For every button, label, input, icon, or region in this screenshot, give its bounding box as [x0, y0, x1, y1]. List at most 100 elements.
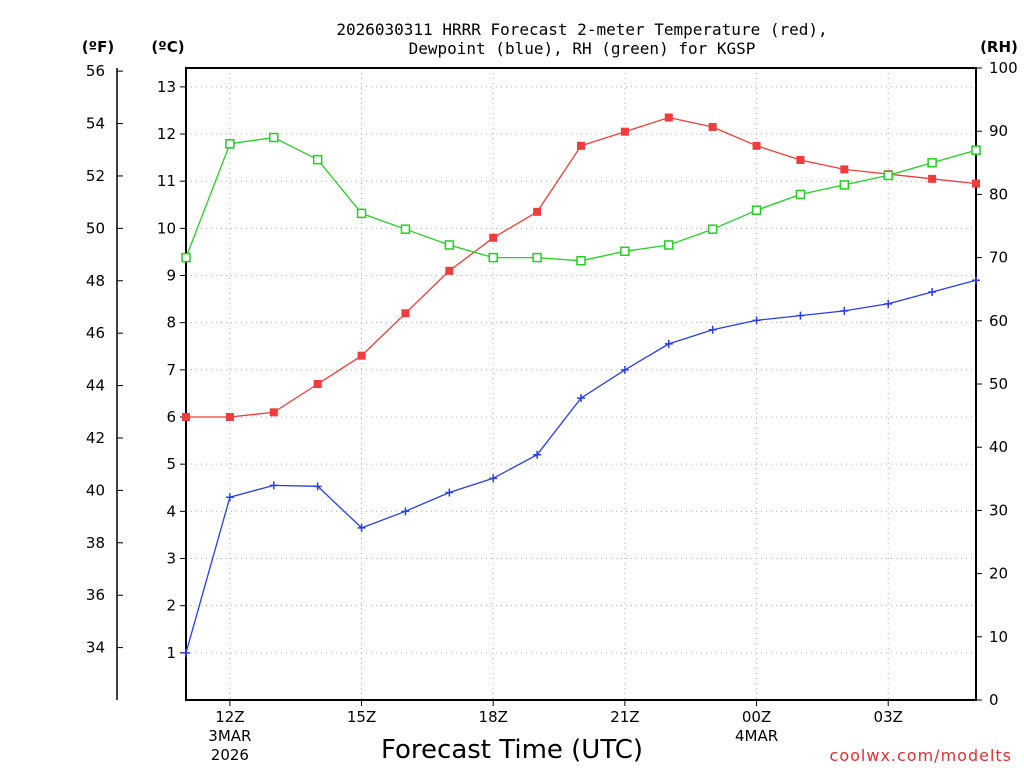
data-point — [182, 413, 190, 422]
data-point — [532, 252, 542, 263]
fahrenheit-tick-label: 44 — [86, 377, 105, 395]
x-tick-label: 18Z — [479, 708, 508, 726]
rh-tick-label: 0 — [989, 691, 999, 709]
fahrenheit-tick-label: 38 — [86, 534, 105, 552]
rh-tick-label: 90 — [989, 122, 1008, 140]
data-point — [269, 408, 278, 417]
data-point — [577, 141, 585, 150]
data-point — [620, 127, 629, 136]
data-point — [577, 394, 585, 403]
rh-tick-label: 40 — [989, 438, 1008, 456]
data-point — [972, 276, 980, 285]
series-dewpoint — [182, 276, 980, 657]
credit-text: coolwx.com/modelts — [830, 746, 1012, 765]
series-rh — [181, 132, 981, 266]
data-point — [752, 316, 761, 325]
celsius-tick-label: 4 — [166, 502, 176, 520]
x-tick-date: 4MAR — [735, 727, 778, 745]
x-axis-label: Forecast Time (UTC) — [381, 735, 643, 765]
data-point — [357, 351, 366, 360]
rh-tick-label: 50 — [989, 375, 1008, 393]
rh-tick-label: 60 — [989, 312, 1008, 330]
fahrenheit-tick-label: 54 — [86, 115, 105, 133]
x-tick-label: 12Z — [215, 708, 244, 726]
rh-tick-label: 20 — [989, 565, 1008, 583]
fahrenheit-tick-label: 50 — [86, 219, 105, 237]
data-point — [972, 179, 980, 188]
data-point — [927, 158, 937, 168]
data-point — [795, 189, 806, 200]
data-point — [488, 252, 498, 263]
celsius-tick-label: 7 — [166, 361, 176, 379]
celsius-tick-label: 5 — [166, 455, 176, 473]
x-tick-date: 3MAR — [208, 727, 251, 745]
data-point — [796, 155, 805, 164]
series-2-meter-temperature — [182, 113, 980, 422]
series-line — [185, 136, 977, 262]
data-point — [400, 224, 411, 234]
fahrenheit-tick-label: 42 — [86, 429, 105, 447]
rh-unit-label: (RH) — [980, 38, 1018, 56]
fahrenheit-tick-label: 52 — [86, 167, 105, 185]
data-point — [225, 139, 235, 149]
data-point — [313, 380, 322, 388]
data-point — [883, 170, 893, 181]
data-point — [357, 523, 366, 532]
chart-title-line2: Dewpoint (blue), RH (green) for KGSP — [409, 39, 756, 58]
data-point — [664, 113, 673, 122]
fahrenheit-unit-label: (ºF) — [82, 38, 114, 56]
data-point — [620, 246, 630, 257]
data-point — [533, 450, 542, 459]
plot-frame — [185, 67, 977, 701]
rh-tick-label: 70 — [989, 249, 1008, 267]
series-line — [186, 116, 977, 418]
data-point — [533, 207, 542, 216]
celsius-tick-label: 2 — [166, 597, 176, 615]
data-point — [401, 507, 410, 516]
data-point — [884, 299, 893, 308]
x-tick-label: 03Z — [874, 708, 903, 726]
data-point — [664, 240, 674, 250]
data-point — [664, 339, 673, 348]
data-point — [489, 233, 498, 242]
celsius-unit-label: (ºC) — [151, 38, 184, 56]
fahrenheit-tick-label: 40 — [86, 481, 105, 499]
data-point — [928, 174, 937, 183]
data-point — [752, 141, 761, 150]
celsius-tick-label: 11 — [157, 172, 176, 190]
x-tick-year: 2026 — [211, 746, 249, 764]
rh-tick-label: 10 — [989, 628, 1008, 646]
celsius-tick-label: 6 — [166, 408, 176, 426]
data-point — [840, 306, 849, 315]
data-point — [576, 256, 586, 266]
chart-title-line1: 2026030311 HRRR Forecast 2-meter Tempera… — [336, 20, 827, 39]
data-point — [401, 309, 410, 318]
data-point — [182, 648, 190, 657]
fahrenheit-tick-label: 36 — [86, 586, 105, 604]
series-line — [185, 279, 977, 653]
data-point — [225, 413, 234, 422]
data-point — [269, 132, 279, 143]
data-point — [356, 208, 367, 219]
data-point — [840, 165, 849, 174]
data-point — [269, 481, 278, 490]
data-point — [839, 180, 850, 190]
rh-tick-label: 80 — [989, 185, 1008, 203]
celsius-tick-label: 12 — [157, 125, 176, 143]
x-tick-label: 00Z — [742, 708, 771, 726]
fahrenheit-tick-label: 34 — [86, 639, 105, 657]
data-point — [620, 365, 629, 374]
celsius-tick-label: 1 — [166, 644, 176, 662]
data-point — [312, 154, 323, 165]
data-point — [445, 488, 454, 497]
fahrenheit-tick-label: 48 — [86, 272, 105, 290]
data-point — [444, 240, 455, 250]
data-point — [708, 325, 717, 334]
rh-tick-label: 100 — [989, 59, 1018, 77]
data-point — [751, 205, 762, 215]
celsius-tick-label: 9 — [166, 267, 176, 285]
fahrenheit-tick-label: 46 — [86, 324, 105, 342]
data-point — [181, 252, 191, 263]
